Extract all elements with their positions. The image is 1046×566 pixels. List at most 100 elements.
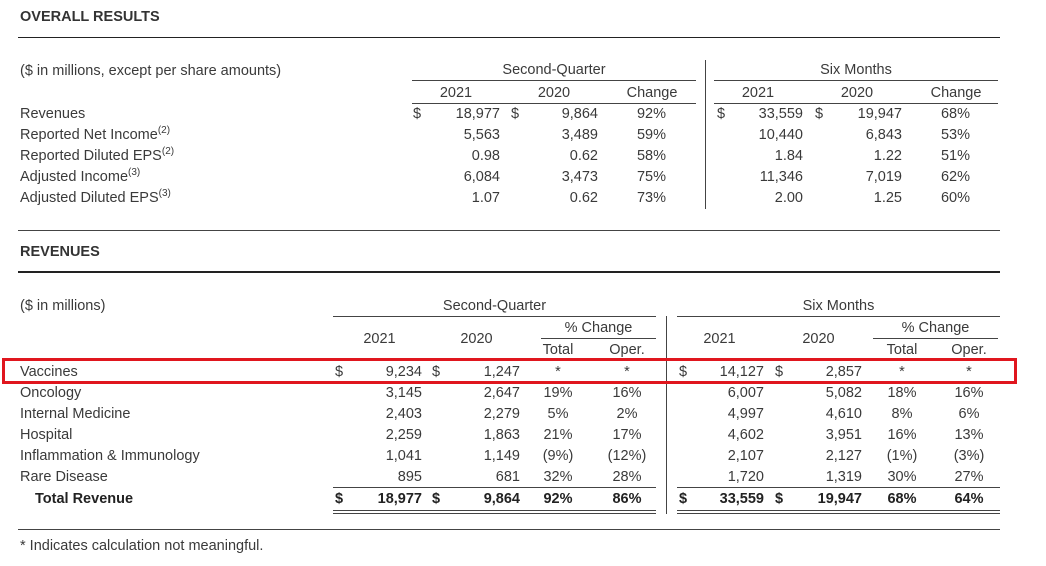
- revenues-six-oper-header: Oper.: [951, 342, 987, 358]
- overall-s2020-value: 19,947: [857, 106, 902, 122]
- revenues-q-col-2021: 2021: [363, 331, 396, 347]
- overall-row-label: Adjusted Income: [20, 169, 129, 185]
- overall-s2020-value: 1.25: [873, 190, 902, 206]
- revenues-q2020-value: 1,863: [483, 427, 520, 443]
- revenues-total-s-oper: 64%: [954, 491, 984, 507]
- revenues-s2020-value: 1,319: [825, 469, 862, 485]
- revenues-s2021-value: 14,127: [719, 364, 764, 380]
- revenues-s-total-value: *: [899, 364, 905, 380]
- revenues-row-label: Inflammation & Immunology: [20, 448, 200, 464]
- overall-s2020-value: 1.22: [873, 148, 902, 164]
- overall-heading-rule: [18, 37, 1000, 38]
- overall-q-col-change: Change: [626, 85, 678, 101]
- revenues-q-oper-value: 2%: [616, 406, 638, 422]
- revenues-total-q2020: 9,864: [483, 491, 520, 507]
- revenues-six-group-rule: [677, 316, 1000, 317]
- overall-q2020-value: 0.62: [569, 148, 598, 164]
- currency-sign: $: [775, 364, 784, 380]
- revenues-q2020-value: 1,149: [483, 448, 520, 464]
- overall-row-footnote-ref: (3): [158, 188, 171, 199]
- overall-s2020-value: 6,843: [865, 127, 902, 143]
- revenues-q2021-value: 895: [397, 469, 422, 485]
- revenues-q-oper-value: 28%: [612, 469, 642, 485]
- overall-results-heading: OVERALL RESULTS: [20, 9, 160, 25]
- revenues-s2020-value: 3,951: [825, 427, 862, 443]
- revenues-s2021-value: 4,602: [727, 427, 764, 443]
- revenues-s-oper-value: 27%: [954, 469, 984, 485]
- overall-q-change-value: 59%: [636, 127, 666, 143]
- overall-q2021-value: 1.07: [471, 190, 500, 206]
- currency-sign: $: [432, 364, 441, 380]
- currency-sign: $: [432, 491, 441, 507]
- overall-q-group-rule: [412, 80, 696, 81]
- revenues-s-total-value: 8%: [891, 406, 913, 422]
- revenues-q-pct-change-header: % Change: [564, 320, 633, 336]
- revenues-s-oper-value: 6%: [958, 406, 980, 422]
- footnote-text: * Indicates calculation not meaningful.: [20, 538, 264, 554]
- overall-s2021-value: 1.84: [774, 148, 803, 164]
- revenues-s2021-value: 2,107: [727, 448, 764, 464]
- revenues-s-oper-value: 16%: [954, 385, 984, 401]
- currency-sign: $: [679, 364, 688, 380]
- revenues-q2021-value: 3,145: [385, 385, 422, 401]
- revenues-total-q-oper: 86%: [612, 491, 642, 507]
- overall-q-col-2021: 2021: [439, 85, 473, 101]
- revenues-six-col-2020: 2020: [802, 331, 835, 347]
- overall-s-change-value: 60%: [940, 190, 970, 206]
- revenues-q-total-value: 21%: [543, 427, 573, 443]
- overall-row-footnote-ref: (2): [161, 146, 175, 157]
- overall-six-group-header: Six Months: [820, 62, 892, 78]
- revenues-s2021-value: 6,007: [727, 385, 764, 401]
- revenues-row-label: Oncology: [20, 385, 82, 401]
- revenues-q-total-value: *: [555, 364, 561, 380]
- overall-s2020-value: 7,019: [865, 169, 902, 185]
- revenues-s-total-value: 18%: [887, 385, 917, 401]
- revenues-q-total-value: 32%: [543, 469, 573, 485]
- revenues-six-total-top-rule: [677, 487, 1000, 488]
- overall-column-divider: [705, 60, 706, 209]
- currency-sign: $: [335, 491, 344, 507]
- overall-s2021-value: 33,559: [758, 106, 803, 122]
- overall-s2021-value: 10,440: [758, 127, 803, 143]
- revenues-q-group-rule: [333, 316, 656, 317]
- revenues-column-divider: [666, 316, 667, 514]
- revenues-s-total-value: 30%: [887, 469, 917, 485]
- currency-sign: $: [679, 491, 688, 507]
- overall-six-group-rule: [714, 80, 998, 81]
- revenues-six-total-double-rule: [677, 510, 1000, 511]
- revenues-q-group-header: Second-Quarter: [442, 298, 547, 314]
- revenues-row-label: Internal Medicine: [20, 406, 131, 422]
- revenues-q-total-header: Total: [542, 342, 574, 358]
- overall-row-label: Reported Diluted EPS: [20, 148, 162, 164]
- overall-q-change-value: 73%: [636, 190, 666, 206]
- currency-sign: $: [815, 106, 824, 122]
- revenues-q2020-value: 1,247: [483, 364, 520, 380]
- revenues-s2020-value: 2,127: [825, 448, 862, 464]
- revenues-s-oper-value: *: [966, 364, 972, 380]
- section-divider: [18, 230, 1000, 231]
- revenues-s2020-value: 5,082: [825, 385, 862, 401]
- overall-s2021-value: 11,346: [759, 169, 803, 185]
- revenues-q-total-top-rule: [333, 487, 656, 488]
- currency-sign: $: [413, 106, 422, 122]
- overall-s2021-value: 2.00: [774, 190, 803, 206]
- revenues-total-q2021: 18,977: [377, 491, 422, 507]
- revenues-q2020-value: 2,279: [483, 406, 520, 422]
- currency-sign: $: [717, 106, 726, 122]
- revenues-q-total-value: (9%): [542, 448, 574, 464]
- currency-sign: $: [335, 364, 344, 380]
- revenues-s-oper-value: 13%: [954, 427, 984, 443]
- vaccines-row-highlight: [2, 358, 1017, 384]
- overall-six-col-rule: [714, 103, 998, 104]
- revenues-q2021-value: 2,403: [385, 406, 422, 422]
- revenues-q2021-value: 1,041: [385, 448, 422, 464]
- revenues-q-oper-value: *: [624, 364, 630, 380]
- overall-q2020-value: 3,473: [561, 169, 598, 185]
- revenues-s-oper-value: (3%): [953, 448, 985, 464]
- overall-row-footnote-ref: (2): [157, 125, 171, 136]
- revenues-row-label: Hospital: [20, 427, 73, 443]
- revenues-s2021-value: 4,997: [727, 406, 764, 422]
- overall-q2020-value: 9,864: [561, 106, 598, 122]
- revenues-q-total-double-rule: [333, 513, 656, 514]
- footnote-divider: [18, 529, 1000, 530]
